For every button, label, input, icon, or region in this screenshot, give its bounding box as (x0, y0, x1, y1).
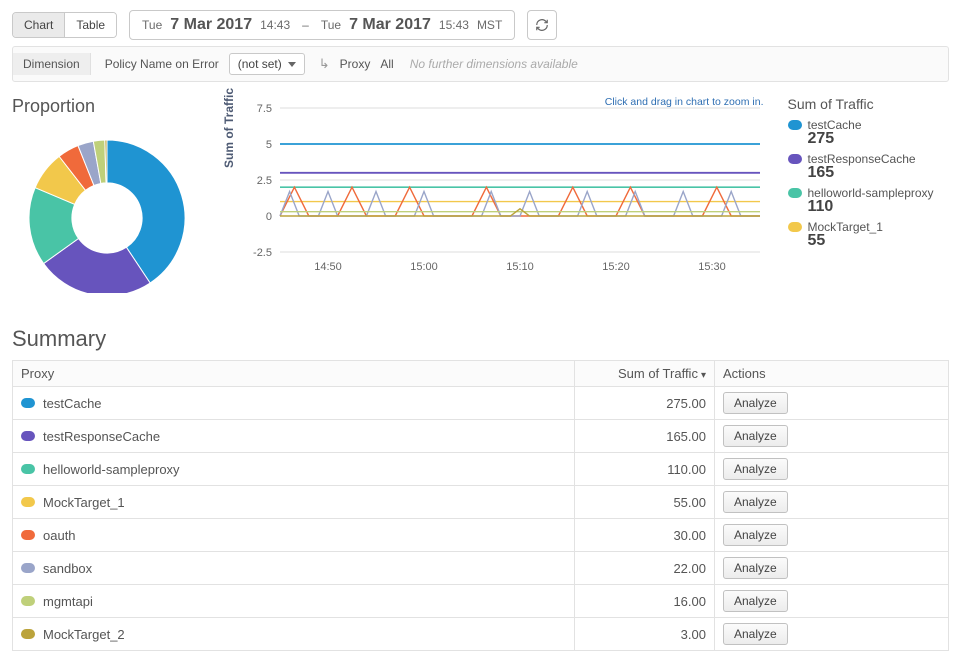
analyze-button[interactable]: Analyze (723, 590, 788, 612)
date-separator: – (302, 18, 309, 32)
to-date: 7 Mar 2017 (349, 16, 431, 34)
from-day: Tue (142, 18, 162, 32)
table-row: MockTarget_2 3.00 Analyze (13, 618, 949, 651)
view-toggle-chart[interactable]: Chart (13, 13, 64, 37)
analyze-button[interactable]: Analyze (723, 392, 788, 414)
row-swatch (21, 629, 35, 639)
row-swatch (21, 497, 35, 507)
summary-title: Summary (12, 326, 949, 352)
legend-value: 55 (808, 232, 950, 250)
row-traffic: 3.00 (574, 618, 714, 651)
analyze-button[interactable]: Analyze (723, 524, 788, 546)
to-tz: MST (477, 18, 502, 32)
date-range-picker[interactable]: Tue 7 Mar 2017 14:43 – Tue 7 Mar 2017 15… (129, 10, 515, 40)
legend-swatch (788, 120, 802, 130)
table-row: testCache 275.00 Analyze (13, 387, 949, 420)
row-traffic: 55.00 (574, 486, 714, 519)
dimension-policy-dropdown[interactable]: (not set) (229, 53, 305, 75)
svg-text:15:30: 15:30 (698, 261, 726, 273)
row-traffic: 22.00 (574, 552, 714, 585)
table-row: MockTarget_1 55.00 Analyze (13, 486, 949, 519)
chevron-down-icon (288, 62, 296, 67)
view-toggle-table[interactable]: Table (64, 13, 116, 37)
row-proxy: oauth (43, 528, 76, 543)
refresh-icon (535, 18, 549, 32)
dimension-policy-value: (not set) (238, 57, 282, 71)
row-proxy: MockTarget_1 (43, 495, 125, 510)
legend-swatch (788, 154, 802, 164)
table-row: oauth 30.00 Analyze (13, 519, 949, 552)
row-proxy: mgmtapi (43, 594, 93, 609)
table-row: sandbox 22.00 Analyze (13, 552, 949, 585)
row-traffic: 30.00 (574, 519, 714, 552)
analyze-button[interactable]: Analyze (723, 458, 788, 480)
to-day: Tue (321, 18, 341, 32)
from-time: 14:43 (260, 18, 290, 32)
col-traffic-label: Sum of Traffic (618, 366, 698, 381)
row-traffic: 110.00 (574, 453, 714, 486)
row-swatch (21, 398, 35, 408)
row-traffic: 16.00 (574, 585, 714, 618)
refresh-button[interactable] (527, 10, 557, 40)
dimension-bar: Dimension Policy Name on Error (not set)… (12, 46, 949, 82)
chart-row: Proportion Click and drag in chart to zo… (12, 96, 949, 296)
table-row: testResponseCache 165.00 Analyze (13, 420, 949, 453)
svg-text:5: 5 (265, 139, 271, 151)
row-swatch (21, 431, 35, 441)
to-time: 15:43 (439, 18, 469, 32)
legend-swatch (788, 188, 802, 198)
row-proxy: helloworld-sampleproxy (43, 462, 180, 477)
proportion-donut-chart[interactable] (12, 123, 202, 293)
analyze-button[interactable]: Analyze (723, 623, 788, 645)
row-swatch (21, 596, 35, 606)
dimension-label: Dimension (13, 53, 91, 75)
legend-value: 165 (808, 164, 950, 182)
row-proxy: MockTarget_2 (43, 627, 125, 642)
legend-value: 275 (808, 130, 950, 148)
table-row: mgmtapi 16.00 Analyze (13, 585, 949, 618)
from-date: 7 Mar 2017 (170, 16, 252, 34)
traffic-line-chart[interactable]: -2.5 0 2.5 5 7.5 14:50 15:00 15:10 15:20 15:30 (230, 96, 770, 276)
svg-text:14:50: 14:50 (314, 261, 342, 273)
line-chart-block: Click and drag in chart to zoom in. Sum … (230, 96, 770, 279)
dimension-no-more: No further dimensions available (410, 57, 578, 71)
row-swatch (21, 530, 35, 540)
analyze-button[interactable]: Analyze (723, 557, 788, 579)
col-proxy[interactable]: Proxy (13, 361, 575, 387)
dimension-policy-label: Policy Name on Error (105, 57, 219, 71)
row-proxy: sandbox (43, 561, 92, 576)
analyze-button[interactable]: Analyze (723, 425, 788, 447)
top-toolbar: Chart Table Tue 7 Mar 2017 14:43 – Tue 7… (12, 10, 949, 40)
summary-table: Proxy Sum of Traffic▾ Actions testCache 2… (12, 360, 949, 651)
svg-text:7.5: 7.5 (256, 103, 271, 115)
analyze-button[interactable]: Analyze (723, 491, 788, 513)
proportion-block: Proportion (12, 96, 212, 296)
dimension-all-label[interactable]: All (380, 57, 393, 71)
row-traffic: 165.00 (574, 420, 714, 453)
svg-text:-2.5: -2.5 (253, 247, 272, 259)
legend-title: Sum of Traffic (788, 96, 950, 112)
legend-value: 110 (808, 198, 950, 216)
line-chart-ylabel: Sum of Traffic (222, 87, 236, 167)
legend-block: Sum of Traffic testCache275testResponseC… (788, 96, 950, 261)
row-swatch (21, 563, 35, 573)
svg-text:15:10: 15:10 (506, 261, 534, 273)
sort-desc-icon: ▾ (701, 370, 706, 381)
row-traffic: 275.00 (574, 387, 714, 420)
legend-swatch (788, 222, 802, 232)
proportion-title: Proportion (12, 96, 212, 117)
svg-text:0: 0 (265, 211, 271, 223)
view-toggle: Chart Table (12, 12, 117, 38)
col-actions: Actions (714, 361, 948, 387)
svg-text:15:00: 15:00 (410, 261, 438, 273)
table-row: helloworld-sampleproxy 110.00 Analyze (13, 453, 949, 486)
svg-text:2.5: 2.5 (256, 175, 271, 187)
col-traffic[interactable]: Sum of Traffic▾ (574, 361, 714, 387)
row-proxy: testResponseCache (43, 429, 160, 444)
svg-text:15:20: 15:20 (602, 261, 630, 273)
row-swatch (21, 464, 35, 474)
dimension-proxy-label[interactable]: Proxy (340, 57, 371, 71)
row-proxy: testCache (43, 396, 102, 411)
dimension-arrow-icon: ↳ (319, 56, 330, 72)
